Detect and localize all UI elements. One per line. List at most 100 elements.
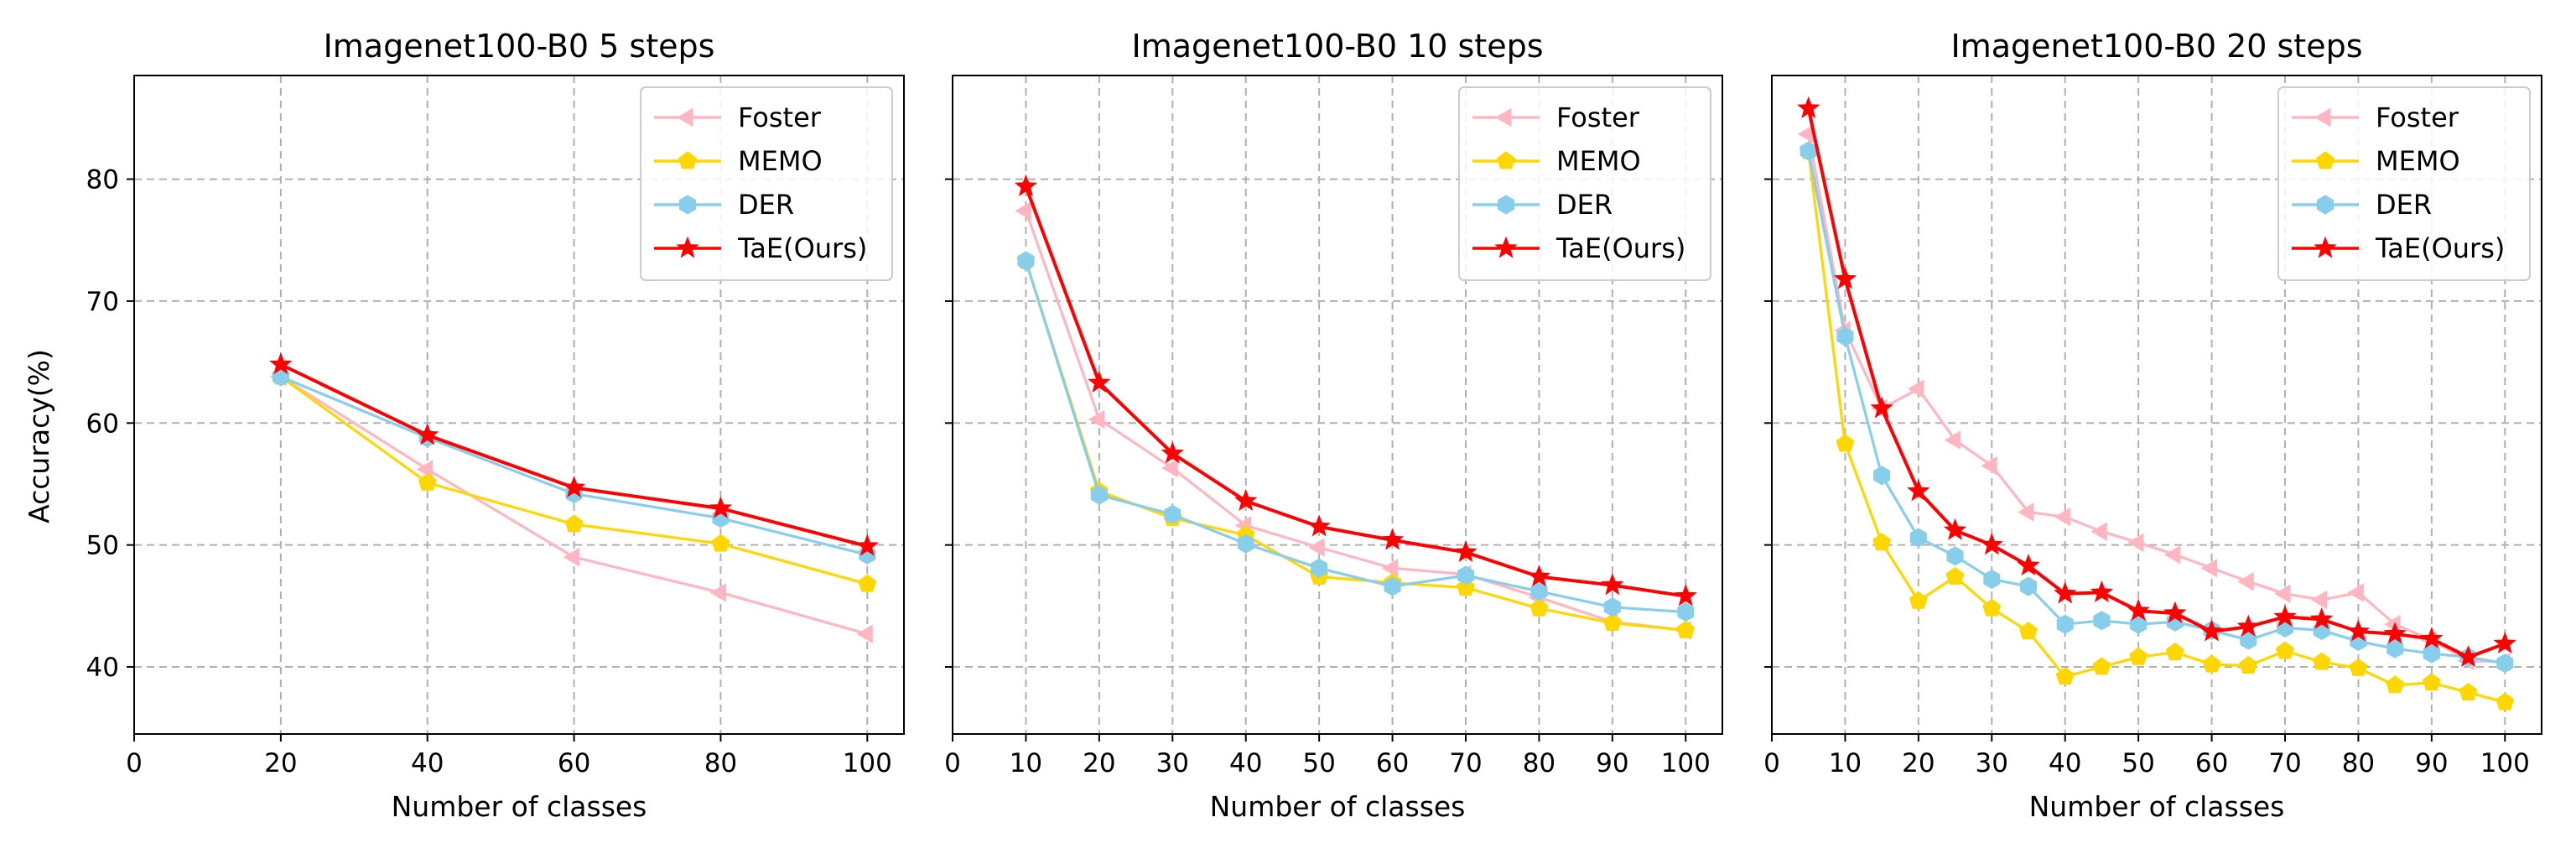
legend-label: DER [2376,189,2432,221]
x-tick-label: 40 [1229,748,1262,778]
x-tick-label: 90 [1596,748,1628,778]
y-tick-label: 80 [86,165,119,195]
series-tae-ours- [1797,96,2516,668]
data-point [1164,504,1182,524]
data-point [1836,434,1855,452]
data-point [2240,630,2257,650]
x-tick-label: 0 [126,748,143,778]
data-point [1907,479,1930,502]
legend: Foster MEMO DER TaE(Ours) [2277,86,2531,281]
data-point [2018,622,2038,640]
data-point [2274,584,2291,604]
data-point [1872,533,1892,551]
series-tae-ours- [269,352,879,556]
legend-marker [1498,195,1514,215]
y-tick-label: 60 [86,409,119,439]
legend-label: Foster [738,102,822,133]
data-point [2055,667,2075,685]
data-point [2020,576,2037,596]
data-point [2496,653,2514,674]
data-point [1237,534,1254,554]
data-point [1602,613,1622,632]
data-point [1983,569,2001,589]
data-point [562,475,586,498]
data-point [2346,619,2371,642]
chart-title: Imagenet100-B0 20 steps [1950,28,2362,65]
legend-marker [2317,195,2334,215]
chart-title: Imagenet100-B0 10 steps [1131,28,1543,65]
x-tick-label: 100 [843,748,892,778]
x-tick-label: 50 [2122,748,2154,778]
data-point [1676,620,1696,638]
data-point [1601,573,1624,596]
legend-item: TaE(Ours) [654,232,867,264]
data-point [2127,533,2144,553]
data-point [1677,602,1695,622]
data-point [1017,251,1035,271]
data-point [2129,647,2148,665]
legend-item: Foster [2292,102,2459,133]
legend-item: Foster [654,102,822,133]
axes-frame [952,75,1723,735]
x-tick-label: 60 [558,748,590,778]
series-der [1800,141,2514,674]
data-point [1943,518,1967,540]
data-point [2349,658,2368,676]
legend-marker [677,107,693,128]
y-tick-label: 40 [86,653,119,683]
series-memo [1016,251,1696,638]
data-point [1982,598,2002,617]
data-point [2422,673,2441,691]
data-point [858,574,877,592]
legend-box [1458,86,1711,281]
data-point [1603,597,1621,617]
data-point [1161,458,1178,478]
data-point [2199,619,2224,642]
legend-label: Foster [1556,102,1640,133]
data-point [1015,201,1031,221]
x-tick-label: 0 [1763,748,1780,778]
data-point [709,496,733,518]
data-point [1946,546,1964,566]
data-point [1311,558,1328,578]
data-point [1980,533,2003,555]
x-tick-label: 0 [944,748,961,778]
y-tick-label: 70 [86,287,119,317]
data-point [855,534,879,556]
data-point [2054,581,2077,604]
x-tick-label: 40 [2049,748,2081,778]
legend-label: Foster [2376,102,2459,133]
data-point [1530,598,1549,617]
data-point [1945,566,1965,585]
x-axis-label: Number of classes [1210,790,1466,823]
chart-panel-2: 0 10 20 30 40 50 60 70 80 90 100 Imagenet100-B0 10 … [944,28,1723,823]
legend-marker [1494,236,1518,258]
data-point [2237,572,2254,591]
data-point [1909,528,1927,548]
data-point [2093,611,2111,631]
x-tick-label: 10 [1829,748,1862,778]
data-point [1380,528,1405,550]
legend-label: MEMO [1556,145,1641,177]
data-point [2312,652,2331,670]
data-point [2493,631,2516,654]
data-point [1090,485,1108,505]
data-point [1456,577,1476,596]
x-tick-label: 90 [2415,748,2448,778]
x-tick-label: 100 [2480,748,2530,778]
x-tick-label: 80 [2342,748,2375,778]
axes-frame [1771,75,2542,735]
x-tick-label: 40 [411,748,444,778]
data-point [2386,675,2405,694]
data-point [1457,565,1474,586]
data-point [1527,565,1551,587]
legend-item: Foster [1472,102,1640,133]
data-point [2017,553,2040,576]
data-point [1674,584,1697,607]
data-point [2310,607,2334,630]
x-tick-label: 60 [1376,748,1409,778]
legend-marker [676,236,699,258]
data-point [2236,614,2260,637]
data-point [1907,379,1924,398]
